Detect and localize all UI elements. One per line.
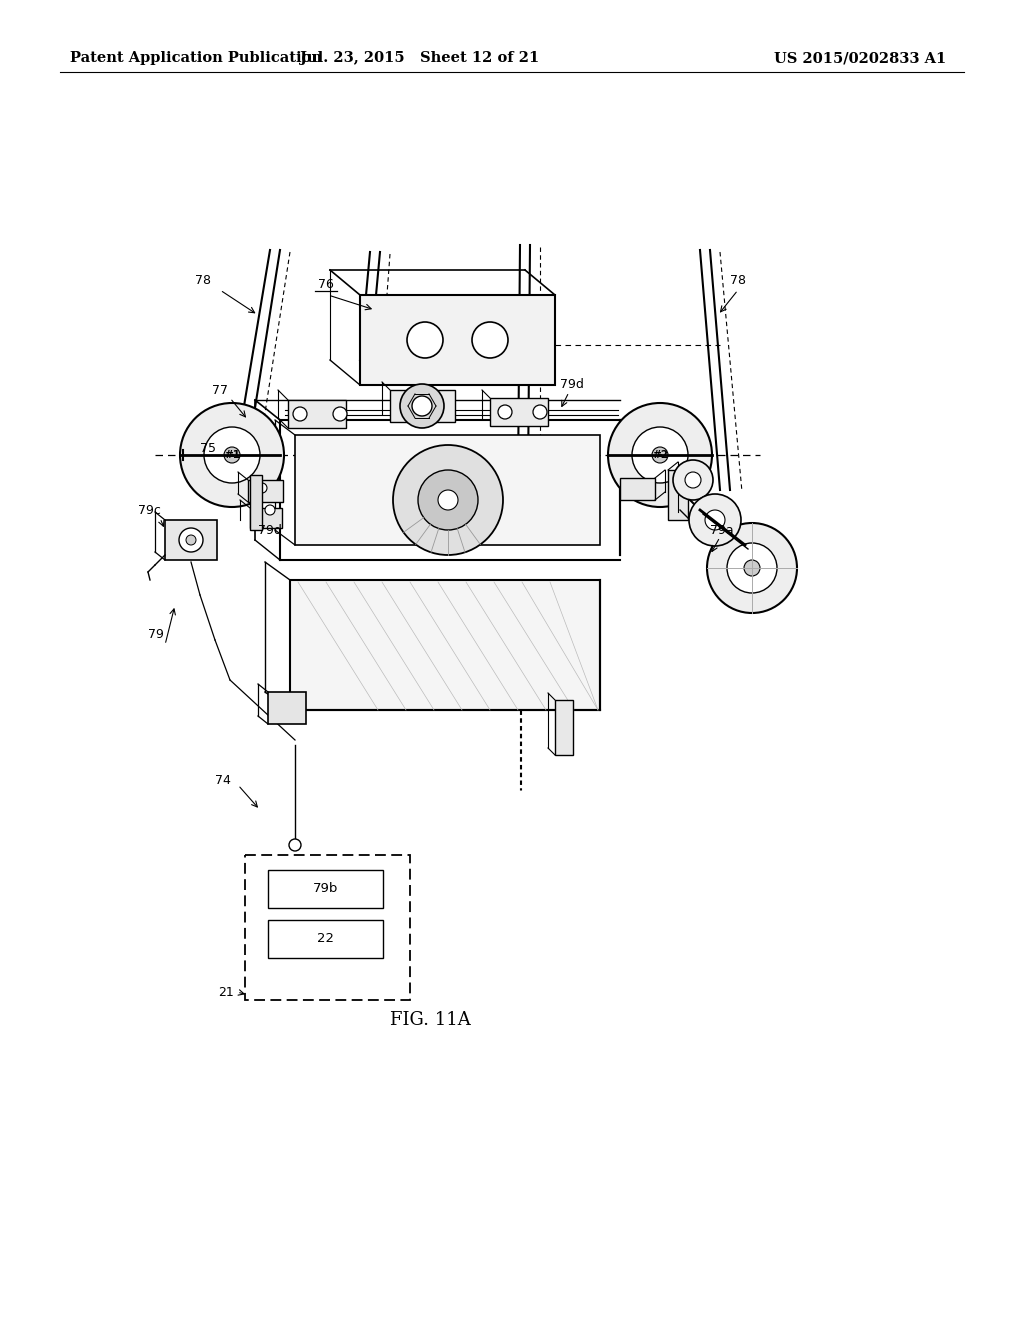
Bar	[390, 389, 455, 422]
Text: 77: 77	[212, 384, 228, 396]
Bar	[360, 294, 555, 385]
Circle shape	[400, 384, 444, 428]
Circle shape	[412, 396, 432, 416]
Text: 21: 21	[218, 986, 233, 998]
Circle shape	[393, 445, 503, 554]
Bar	[620, 478, 655, 500]
Circle shape	[608, 403, 712, 507]
Circle shape	[534, 405, 547, 418]
Circle shape	[293, 407, 307, 421]
Circle shape	[705, 510, 725, 531]
Circle shape	[673, 459, 713, 500]
Text: 79d: 79d	[258, 524, 282, 536]
Text: 79d: 79d	[560, 379, 584, 392]
Text: 78: 78	[195, 273, 211, 286]
Bar	[245, 855, 410, 1001]
Text: 79b: 79b	[313, 883, 339, 895]
Bar	[290, 579, 600, 710]
Bar	[295, 436, 600, 545]
Text: Jul. 23, 2015   Sheet 12 of 21: Jul. 23, 2015 Sheet 12 of 21	[300, 51, 540, 65]
Text: 76: 76	[318, 279, 334, 292]
Text: 75: 75	[200, 441, 216, 454]
Circle shape	[744, 560, 760, 576]
Circle shape	[418, 470, 478, 531]
Circle shape	[498, 405, 512, 418]
Text: FIG. 11A: FIG. 11A	[389, 1011, 470, 1030]
Circle shape	[689, 494, 741, 546]
Text: #2: #2	[652, 450, 668, 459]
Text: 79a: 79a	[710, 524, 733, 536]
Circle shape	[438, 490, 458, 510]
Text: 79: 79	[148, 628, 164, 642]
Circle shape	[632, 426, 688, 483]
Bar	[250, 508, 282, 528]
Circle shape	[333, 407, 347, 421]
Circle shape	[265, 506, 275, 515]
Text: 78: 78	[730, 273, 746, 286]
Text: 22: 22	[317, 932, 335, 945]
Bar	[248, 480, 283, 502]
Text: #1: #1	[224, 450, 240, 459]
Bar	[268, 692, 306, 723]
Circle shape	[179, 528, 203, 552]
Circle shape	[180, 403, 284, 507]
Circle shape	[257, 483, 267, 492]
Bar	[268, 920, 383, 958]
Circle shape	[472, 322, 508, 358]
Circle shape	[707, 523, 797, 612]
Text: US 2015/0202833 A1: US 2015/0202833 A1	[774, 51, 946, 65]
Bar	[288, 400, 346, 428]
Circle shape	[204, 426, 260, 483]
Bar	[555, 700, 573, 755]
Circle shape	[652, 447, 668, 463]
Circle shape	[685, 473, 701, 488]
Circle shape	[289, 840, 301, 851]
Circle shape	[224, 447, 240, 463]
Text: 74: 74	[215, 774, 230, 787]
Text: Patent Application Publication: Patent Application Publication	[70, 51, 322, 65]
Bar	[490, 399, 548, 426]
Text: 79c: 79c	[138, 503, 161, 516]
Circle shape	[186, 535, 196, 545]
Circle shape	[407, 322, 443, 358]
Bar	[165, 520, 217, 560]
Bar	[668, 470, 688, 520]
Circle shape	[727, 543, 777, 593]
Bar	[268, 870, 383, 908]
Bar	[250, 475, 262, 531]
